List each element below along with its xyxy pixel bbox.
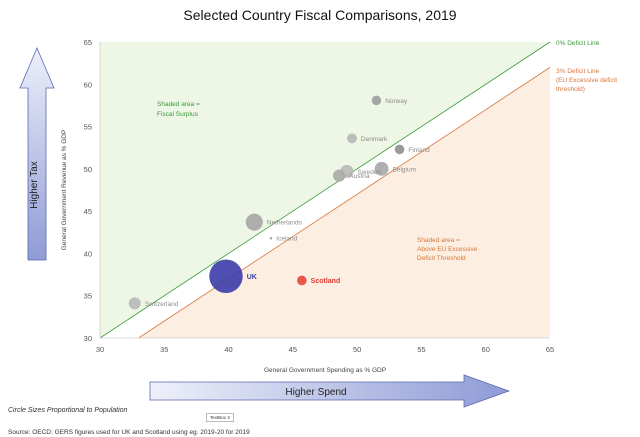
reference-line-1 [138, 67, 551, 339]
deficit-annotation-2: Deficit Threshold [417, 255, 466, 262]
label-denmark: Denmark [361, 136, 388, 143]
point-uk [209, 259, 243, 293]
x-tick-label: 30 [96, 345, 104, 354]
deficit-annotation-0: Shaded area = [417, 237, 460, 244]
x-tick-label: 55 [417, 345, 425, 354]
higher-tax-arrow [19, 46, 55, 261]
size-note: Circle Sizes Proportional to Population [8, 407, 128, 414]
point-denmark [347, 133, 357, 144]
label-austria: Austria [349, 173, 370, 180]
label-switzerland: Switzerland [145, 301, 179, 308]
point-switzerland [128, 297, 141, 310]
point-belgium [374, 161, 389, 176]
surplus-annotation-1: Fiscal Surplus [157, 111, 199, 118]
label-scotland: Scotland [311, 278, 341, 285]
label-netherlands: Netherlands [267, 220, 303, 227]
source-note: Source: OECD; GERS figures used for UK a… [8, 429, 250, 436]
point-finland [394, 144, 405, 155]
x-tick-label: 45 [289, 345, 297, 354]
label-iceland: Iceland [276, 236, 297, 243]
x-tick-label: 50 [353, 345, 361, 354]
point-netherlands [245, 213, 263, 231]
point-norway [371, 95, 382, 106]
three-deficit-label-1: (EU Excessive deficit [556, 77, 617, 84]
reference-line-0 [99, 41, 551, 339]
zero-deficit-label: 0% Deficit Line [556, 40, 600, 47]
label-finland: Finland [408, 147, 430, 154]
point-scotland [297, 275, 307, 286]
three-deficit-label-2: threshold) [556, 86, 585, 93]
x-tick-label: 60 [482, 345, 490, 354]
x-axis-title: General Government Spending as % GDP [264, 367, 386, 374]
y-tick-label: 35 [84, 292, 92, 301]
surplus-annotation-0: Shaded area = [157, 101, 200, 108]
y-tick-label: 40 [84, 249, 92, 258]
higher-spend-label: Higher Spend [285, 387, 346, 398]
chart-title: Selected Country Fiscal Comparisons, 201… [183, 7, 457, 23]
x-tick-label: 40 [224, 345, 232, 354]
y-tick-label: 55 [84, 123, 92, 132]
higher-spend-arrow [149, 374, 511, 408]
label-uk: UK [247, 274, 257, 281]
y-tick-label: 50 [84, 165, 92, 174]
label-norway: Norway [385, 98, 408, 105]
label-sweden: Sweden [357, 169, 381, 176]
deficit-annotation-1: Above EU Excessive [417, 246, 478, 253]
y-tick-label: 65 [84, 38, 92, 47]
higher-tax-label: Higher Tax [29, 161, 40, 209]
x-tick-label: 35 [160, 345, 168, 354]
three-deficit-label-0: 3% Deficit Line [556, 68, 600, 75]
y-axis-title: General Government Revenue as % GDP [61, 130, 68, 251]
y-tick-label: 45 [84, 207, 92, 216]
y-tick-label: 60 [84, 80, 92, 89]
x-tick-label: 65 [546, 345, 554, 354]
point-iceland [269, 236, 273, 240]
textbox-label[interactable]: TextBox 3 [206, 413, 234, 422]
label-belgium: Belgium [393, 166, 416, 173]
y-tick-label: 30 [84, 334, 92, 343]
point-austria [333, 169, 346, 182]
